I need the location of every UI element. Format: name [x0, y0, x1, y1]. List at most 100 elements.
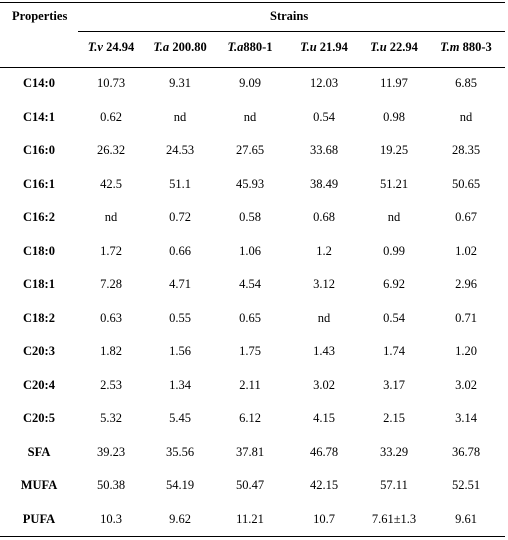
table-cell: nd [173, 109, 187, 124]
table-cell: 9.31 [169, 76, 191, 90]
table-cell: 0.65 [239, 310, 261, 325]
table-cell: 1.72 [100, 243, 122, 258]
table-cell: 9.61 [455, 511, 477, 526]
table-cell: 9.62 [169, 511, 191, 526]
property-label: SFA [27, 444, 51, 459]
strain-abbr: T.a [227, 40, 244, 54]
table-cell: 42.15 [309, 478, 339, 492]
table-cell: 10.7 [313, 511, 335, 526]
table-row: C14:1 0.62 nd nd 0.54 0.98 nd [0, 101, 508, 135]
table-cell: 2.15 [383, 411, 405, 425]
table-cell: 6.12 [239, 411, 261, 425]
table-cell: 2.53 [100, 377, 122, 392]
table-cell: 51.21 [379, 176, 409, 191]
strain-abbr: T.v [87, 40, 103, 54]
property-label: C18:1 [23, 277, 55, 291]
table-row: C16:1 42.5 51.1 45.93 38.49 51.21 50.65 [0, 168, 508, 202]
table-cell: 57.11 [380, 478, 408, 492]
strain-code: 21.94 [316, 40, 348, 54]
property-label: C18:0 [23, 243, 55, 258]
table-cell: 35.56 [165, 444, 195, 459]
table-cell: 1.2 [316, 243, 332, 258]
property-label: C16:2 [23, 210, 55, 224]
strain-abbr: T.m [440, 40, 460, 54]
table-cell: 37.81 [235, 444, 265, 459]
top-rule [0, 2, 505, 3]
strain-abbr: T.u [370, 40, 387, 54]
table-row: C18:0 1.72 0.66 1.06 1.2 0.99 1.02 [0, 235, 508, 269]
table-cell: 9.09 [239, 76, 261, 90]
table-row: C18:2 0.63 0.55 0.65 nd 0.54 0.71 [0, 302, 508, 336]
table-cell: 2.11 [239, 377, 261, 392]
table-cell: 36.78 [451, 444, 481, 459]
property-label: C20:4 [23, 377, 55, 392]
table-cell: 0.98 [383, 109, 405, 124]
table-cell: 19.25 [379, 143, 409, 157]
table-row: C14:0 10.73 9.31 9.09 12.03 11.97 6.85 [0, 67, 508, 101]
table-cell: 1.06 [239, 243, 261, 258]
table-cell: 33.29 [379, 444, 409, 459]
table-cell: 1.20 [455, 344, 477, 358]
table-cell: 0.67 [455, 210, 477, 224]
table-row: C18:1 7.28 4.71 4.54 3.12 6.92 2.96 [0, 268, 508, 302]
table-row: C16:0 26.32 24.53 27.65 33.68 19.25 28.35 [0, 134, 508, 168]
strain-header-row: T.v 24.94 T.a 200.80 T.a880-1 T.u 21.94 T.u … [0, 40, 508, 58]
table-cell: 24.53 [165, 143, 195, 157]
table-cell: 26.32 [96, 143, 126, 157]
table-cell: 51.1 [169, 176, 191, 191]
strain-header-1: T.v 24.94 [88, 40, 134, 55]
table-cell: 3.14 [455, 411, 477, 425]
table-cell: 7.61±1.3 [371, 511, 417, 526]
table-cell: 50.65 [451, 176, 481, 191]
table-cell: 0.55 [169, 310, 191, 325]
strain-code: 880-3 [459, 40, 492, 54]
strain-code: 200.80 [169, 40, 207, 54]
table-cell: 7.28 [100, 277, 122, 291]
property-label: C20:3 [23, 344, 55, 358]
strain-header-4: T.u 21.94 [300, 40, 348, 55]
table-cell: 3.12 [313, 277, 335, 291]
table-cell: 11.97 [380, 76, 408, 90]
strain-header-5: T.u 22.94 [370, 40, 418, 55]
table-cell: 27.65 [235, 143, 265, 157]
table-cell: 42.5 [100, 176, 122, 191]
table-cell: 0.72 [169, 210, 191, 224]
strains-header: Strains [270, 9, 309, 23]
strain-code: 24.94 [102, 40, 135, 54]
table-cell: 52.51 [451, 478, 481, 492]
table-cell: 6.92 [383, 277, 405, 291]
table-row: C20:3 1.82 1.56 1.75 1.43 1.74 1.20 [0, 335, 508, 369]
table-row: C20:4 2.53 1.34 2.11 3.02 3.17 3.02 [0, 369, 508, 403]
table-cell: 3.02 [455, 377, 477, 392]
table-row: C20:5 5.32 5.45 6.12 4.15 2.15 3.14 [0, 402, 508, 436]
strain-abbr: T.u [300, 40, 317, 54]
table-cell: 0.71 [455, 310, 477, 325]
strain-header-3: T.a880-1 [227, 40, 272, 55]
table-cell: 12.03 [309, 76, 339, 90]
table-cell: 3.02 [313, 377, 335, 392]
property-label: C20:5 [23, 411, 55, 425]
table-cell: nd [387, 210, 401, 224]
property-label: PUFA [22, 511, 56, 526]
table-cell: 33.68 [309, 143, 339, 157]
strain-abbr: T.a [153, 40, 170, 54]
table-cell: nd [317, 310, 331, 325]
table-cell: 5.45 [169, 411, 191, 425]
table-cell: 1.75 [239, 344, 261, 358]
strain-header-6: T.m 880-3 [440, 40, 492, 55]
table-cell: 0.99 [383, 243, 405, 258]
table-cell: 1.82 [100, 344, 122, 358]
property-label: C18:2 [23, 310, 55, 325]
table-cell: 4.54 [239, 277, 261, 291]
table-cell: 54.19 [165, 478, 195, 492]
table-cell: 1.74 [383, 344, 405, 358]
table-cell: 10.73 [96, 76, 126, 90]
table-cell: nd [459, 109, 473, 124]
table-row: MUFA 50.38 54.19 50.47 42.15 57.11 52.51 [0, 469, 508, 503]
property-label: MUFA [20, 478, 58, 492]
table-cell: 11.21 [236, 511, 264, 526]
table-cell: 4.15 [313, 411, 335, 425]
header-bottom-rule [0, 67, 505, 68]
strain-code: 22.94 [386, 40, 418, 54]
table-cell: 4.71 [169, 277, 191, 291]
